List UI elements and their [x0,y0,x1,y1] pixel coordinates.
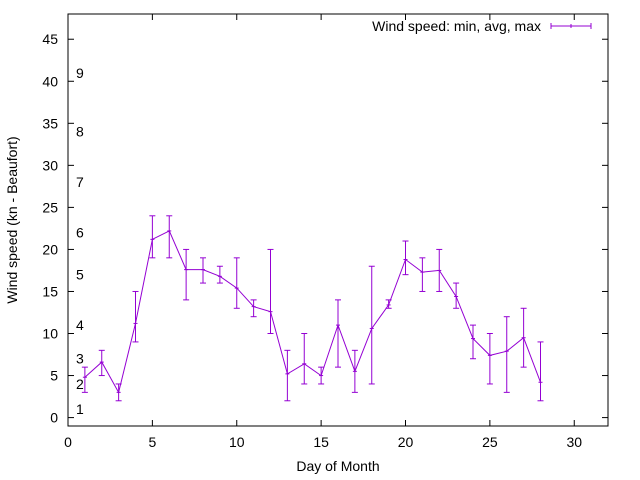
beaufort-label: 7 [76,174,84,190]
x-tick-label: 0 [64,434,72,450]
beaufort-label: 8 [76,124,84,140]
y-tick-label: 25 [42,199,58,215]
y-tick-label: 5 [50,368,58,384]
series-line [84,230,541,394]
y-axis-label: Wind speed (kn - Beaufort) [4,136,20,303]
y-tick-label: 10 [42,326,58,342]
y-tick-label: 0 [50,410,58,426]
x-tick-label: 30 [566,434,582,450]
x-tick-label: 20 [398,434,414,450]
beaufort-label: 1 [76,401,84,417]
beaufort-label: 9 [76,65,84,81]
y-tick-label: 40 [42,73,58,89]
y-tick-label: 30 [42,157,58,173]
plot-frame [67,13,609,427]
legend: Wind speed: min, avg, max [372,18,592,34]
x-tick-label: 15 [313,434,329,450]
beaufort-scale: 1 2 3 4 5 6 7 8 9 [76,65,84,417]
legend-label: Wind speed: min, avg, max [372,18,541,34]
legend-sample [550,23,592,29]
y-tick-label: 20 [42,241,58,257]
y-tick-label: 45 [42,31,58,47]
beaufort-label: 6 [76,225,84,241]
y-tick-label: 15 [42,283,58,299]
y-tick-label: 35 [42,115,58,131]
beaufort-label: 3 [76,351,84,367]
beaufort-label: 2 [76,376,84,392]
x-axis-label: Day of Month [296,458,379,474]
plot-area [81,215,544,402]
beaufort-label: 5 [76,267,84,283]
x-tick-label: 10 [229,434,245,450]
x-tick-label: 5 [148,434,156,450]
x-tick-label: 25 [482,434,498,450]
beaufort-label: 4 [76,317,84,333]
